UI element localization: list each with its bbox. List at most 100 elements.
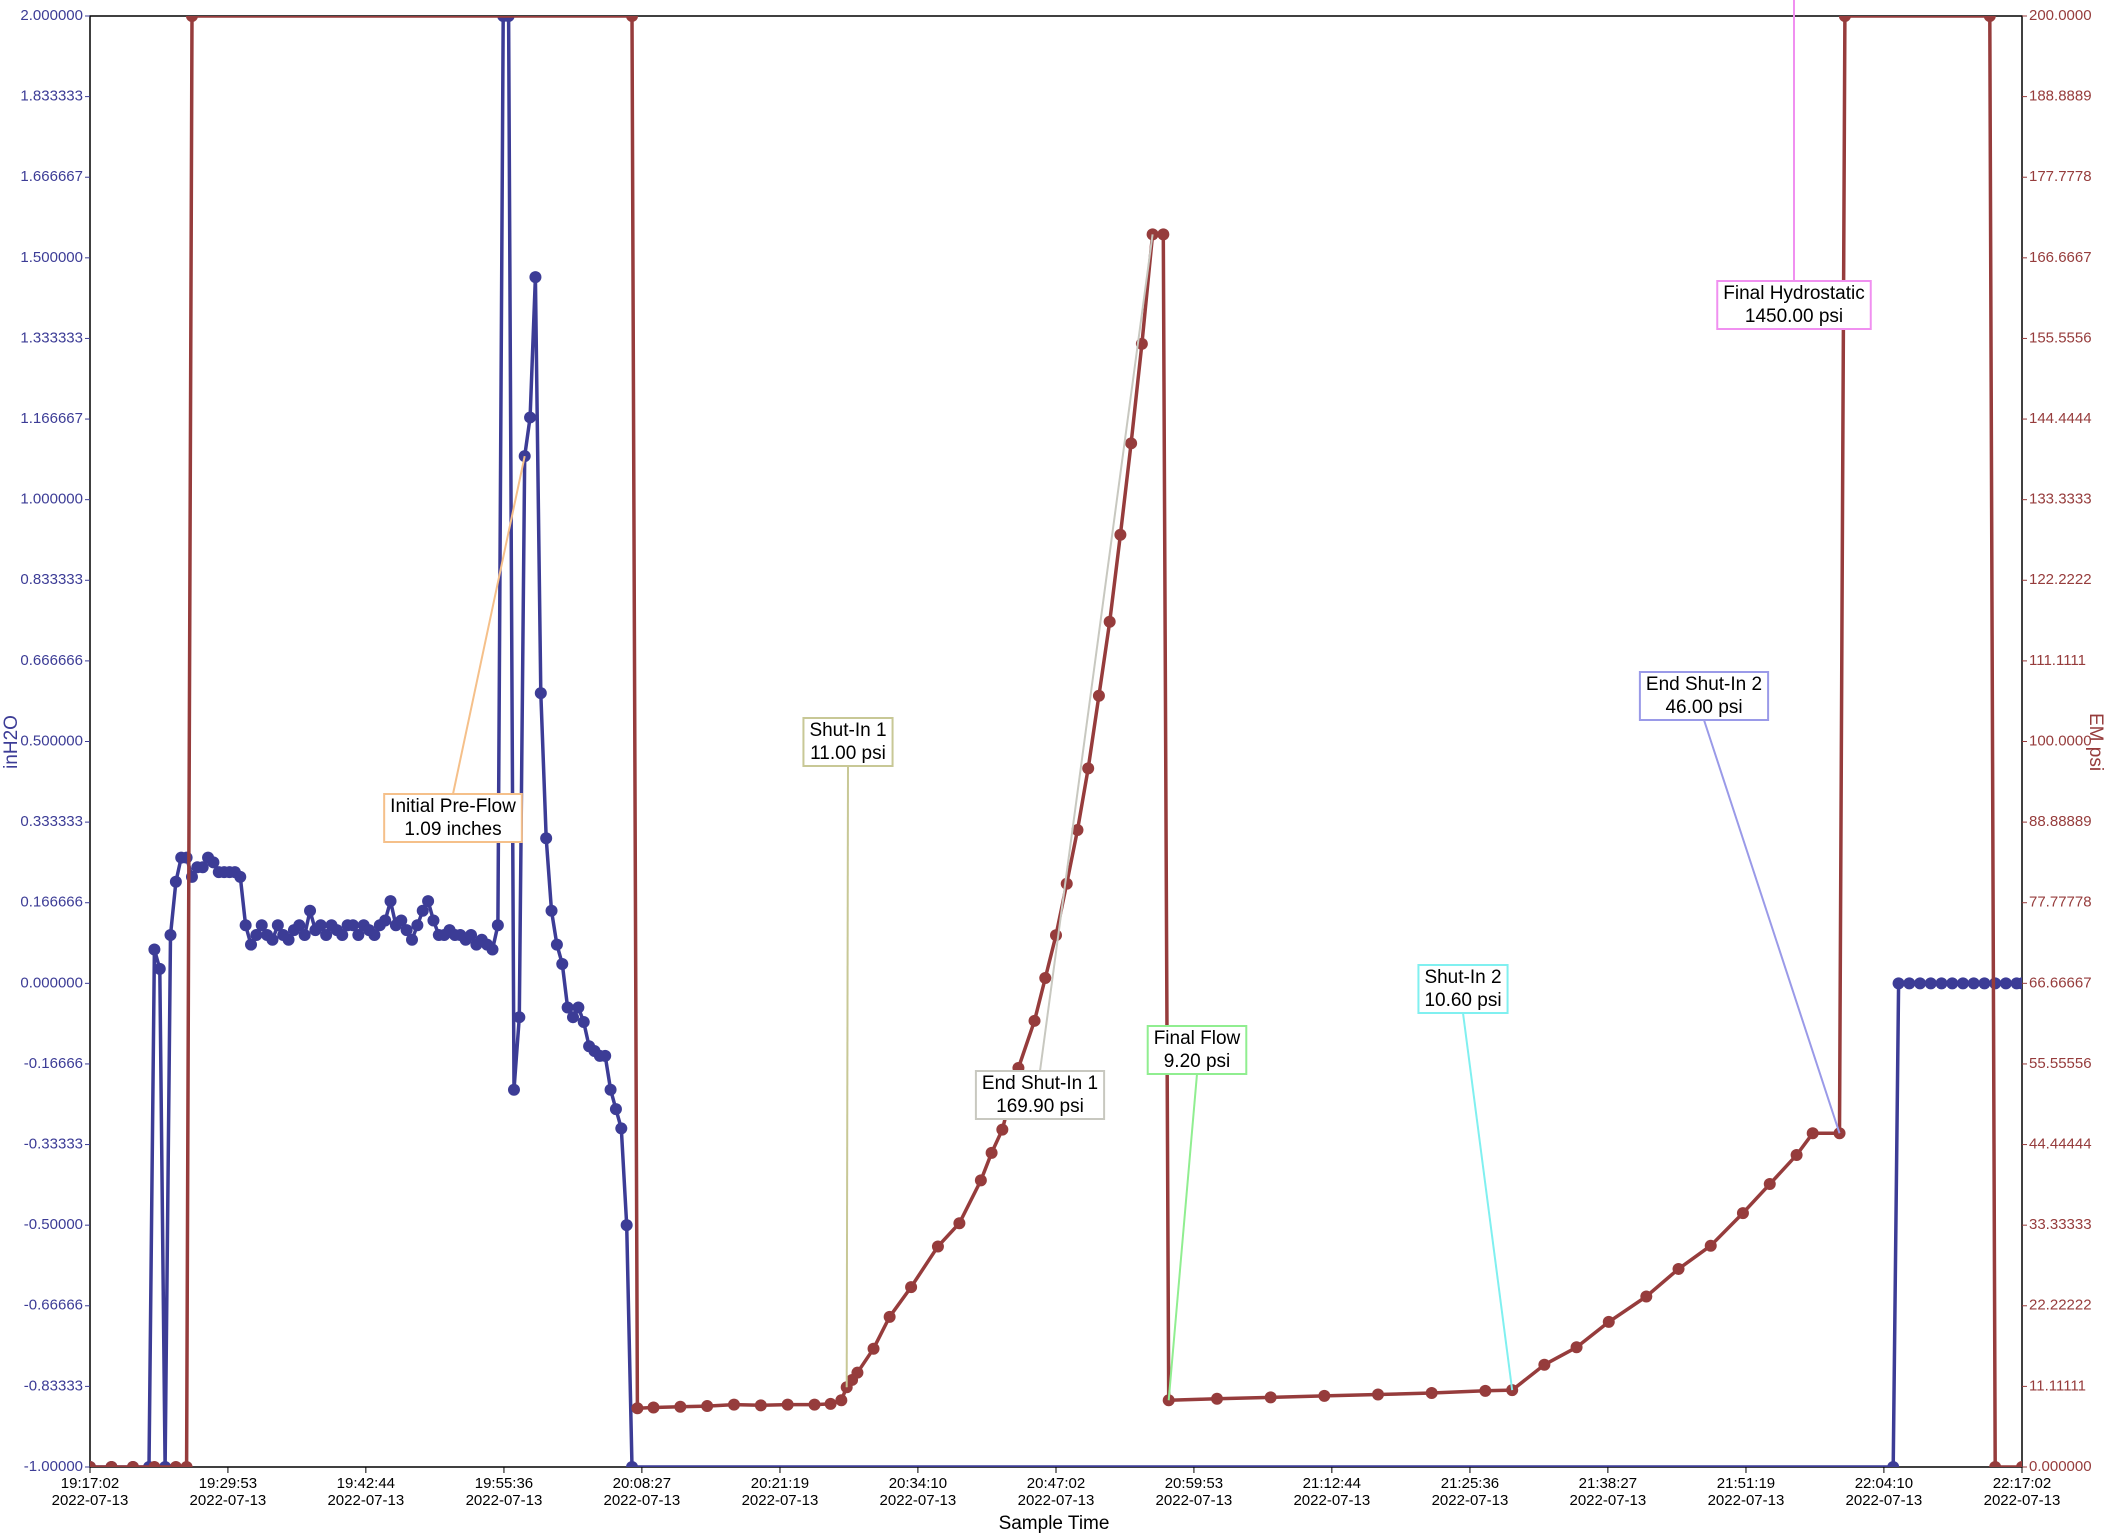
- data-point: [985, 1146, 998, 1159]
- data-point: [883, 1310, 896, 1323]
- y-tick-label: -0.83333: [24, 1377, 83, 1394]
- data-point: [808, 1398, 821, 1411]
- x-tick-date: 2022-07-13: [742, 1492, 819, 1509]
- y2-tick-label: 200.0000: [2029, 7, 2092, 24]
- annotation-value: 46.00 psi: [1665, 697, 1742, 718]
- data-point: [647, 1401, 660, 1414]
- y2-tick-label: 111.1111: [2029, 652, 2086, 669]
- data-point: [851, 1366, 864, 1379]
- y2-tick-label: 100.0000: [2029, 732, 2092, 749]
- data-point: [422, 895, 435, 908]
- data-point: [90, 1461, 96, 1467]
- x-tick-date: 2022-07-13: [52, 1492, 129, 1509]
- annotation-leader: [845, 765, 849, 1388]
- data-point: [615, 1122, 628, 1135]
- data-point: [266, 933, 279, 946]
- annotation: Shut-In 111.00 psi: [802, 717, 894, 1388]
- data-point: [320, 928, 333, 941]
- y-tick-label: -0.50000: [24, 1216, 83, 1233]
- annotation-value: 10.60 psi: [1424, 990, 1501, 1011]
- x-tick-label: 22:17:02: [1993, 1475, 2051, 1492]
- y2-tick-label: 55.55556: [2029, 1055, 2092, 1072]
- annotation-value: 9.20 psi: [1164, 1051, 1231, 1072]
- data-point: [604, 1083, 617, 1096]
- annotation-value: 11.00 psi: [810, 743, 886, 764]
- data-point: [1892, 977, 1905, 990]
- annotation-leader: [1462, 1012, 1514, 1391]
- y2-tick-label: 144.4444: [2029, 410, 2092, 427]
- annotation-title: End Shut-In 2: [1646, 674, 1762, 695]
- y-tick-label: -1.00000: [24, 1458, 83, 1475]
- data-point: [2016, 1461, 2022, 1467]
- data-point: [1989, 1461, 2002, 1467]
- data-point: [556, 957, 569, 970]
- data-point: [164, 928, 177, 941]
- y-tick-label: 0.833333: [20, 571, 83, 588]
- data-point: [314, 919, 327, 932]
- data-point: [1050, 929, 1062, 942]
- data-point: [196, 861, 209, 874]
- y2-tick-label: 133.3333: [2029, 491, 2092, 508]
- data-point: [540, 832, 553, 845]
- x-tick-label: 22:04:10: [1855, 1475, 1913, 1492]
- x-axis-label: Sample Time: [999, 1513, 1110, 1534]
- x-tick-date: 2022-07-13: [1432, 1492, 1509, 1509]
- data-point: [905, 1281, 918, 1294]
- data-point: [148, 1461, 161, 1467]
- annotation-box: [383, 793, 523, 843]
- data-point: [1704, 1239, 1717, 1252]
- annotation-value: 1.09 inches: [404, 819, 501, 840]
- data-point: [534, 687, 547, 700]
- x-tick-label: 21:38:27: [1579, 1475, 1637, 1492]
- x-tick-label: 20:21:19: [751, 1475, 809, 1492]
- y-tick-label: -0.16666: [24, 1055, 83, 1072]
- data-point: [1887, 1461, 1900, 1467]
- x-tick-date: 2022-07-13: [1984, 1492, 2061, 1509]
- data-point: [105, 1461, 118, 1467]
- series-line: [90, 16, 2022, 1467]
- y-axis-label: inH2O: [1, 715, 22, 769]
- y-tick-label: 0.166666: [20, 894, 83, 911]
- data-point: [1071, 824, 1084, 837]
- annotation-title: End Shut-In 1: [982, 1073, 1098, 1094]
- data-point: [550, 938, 563, 951]
- data-point: [1946, 977, 1959, 990]
- data-point: [400, 924, 413, 937]
- annotation-title: Shut-In 2: [1424, 967, 1501, 988]
- data-point: [1914, 977, 1927, 990]
- y2-axis-label: EM psi: [2085, 713, 2106, 771]
- y2-tick-label: 155.5556: [2029, 329, 2092, 346]
- x-tick-label: 20:34:10: [889, 1475, 947, 1492]
- data-point: [1935, 977, 1948, 990]
- data-point: [234, 870, 247, 883]
- data-point: [180, 1461, 193, 1467]
- y-tick-label: 0.500000: [20, 732, 83, 749]
- data-point: [207, 856, 220, 869]
- annotation-title: Initial Pre-Flow: [390, 796, 516, 817]
- data-point: [406, 933, 418, 946]
- x-tick-label: 19:17:02: [61, 1475, 119, 1492]
- data-point: [336, 928, 349, 941]
- x-tick-label: 19:29:53: [199, 1475, 257, 1492]
- annotation-title: Shut-In 1: [809, 720, 886, 741]
- data-point: [427, 914, 440, 927]
- data-point: [1956, 977, 1969, 990]
- x-tick-date: 2022-07-13: [466, 1492, 543, 1509]
- data-point: [245, 938, 257, 951]
- x-tick-label: 20:08:27: [613, 1475, 671, 1492]
- data-point: [486, 943, 499, 956]
- y2-tick-label: 177.7778: [2029, 168, 2092, 185]
- data-point: [974, 1174, 987, 1187]
- data-point: [1092, 689, 1105, 702]
- data-point: [1999, 977, 2012, 990]
- data-point: [1425, 1386, 1438, 1399]
- data-point: [674, 1400, 687, 1413]
- annotation-box: [974, 1070, 1106, 1120]
- data-point: [384, 895, 397, 908]
- data-point: [631, 1402, 644, 1415]
- data-point: [524, 411, 537, 424]
- y-tick-label: -0.33333: [24, 1136, 83, 1153]
